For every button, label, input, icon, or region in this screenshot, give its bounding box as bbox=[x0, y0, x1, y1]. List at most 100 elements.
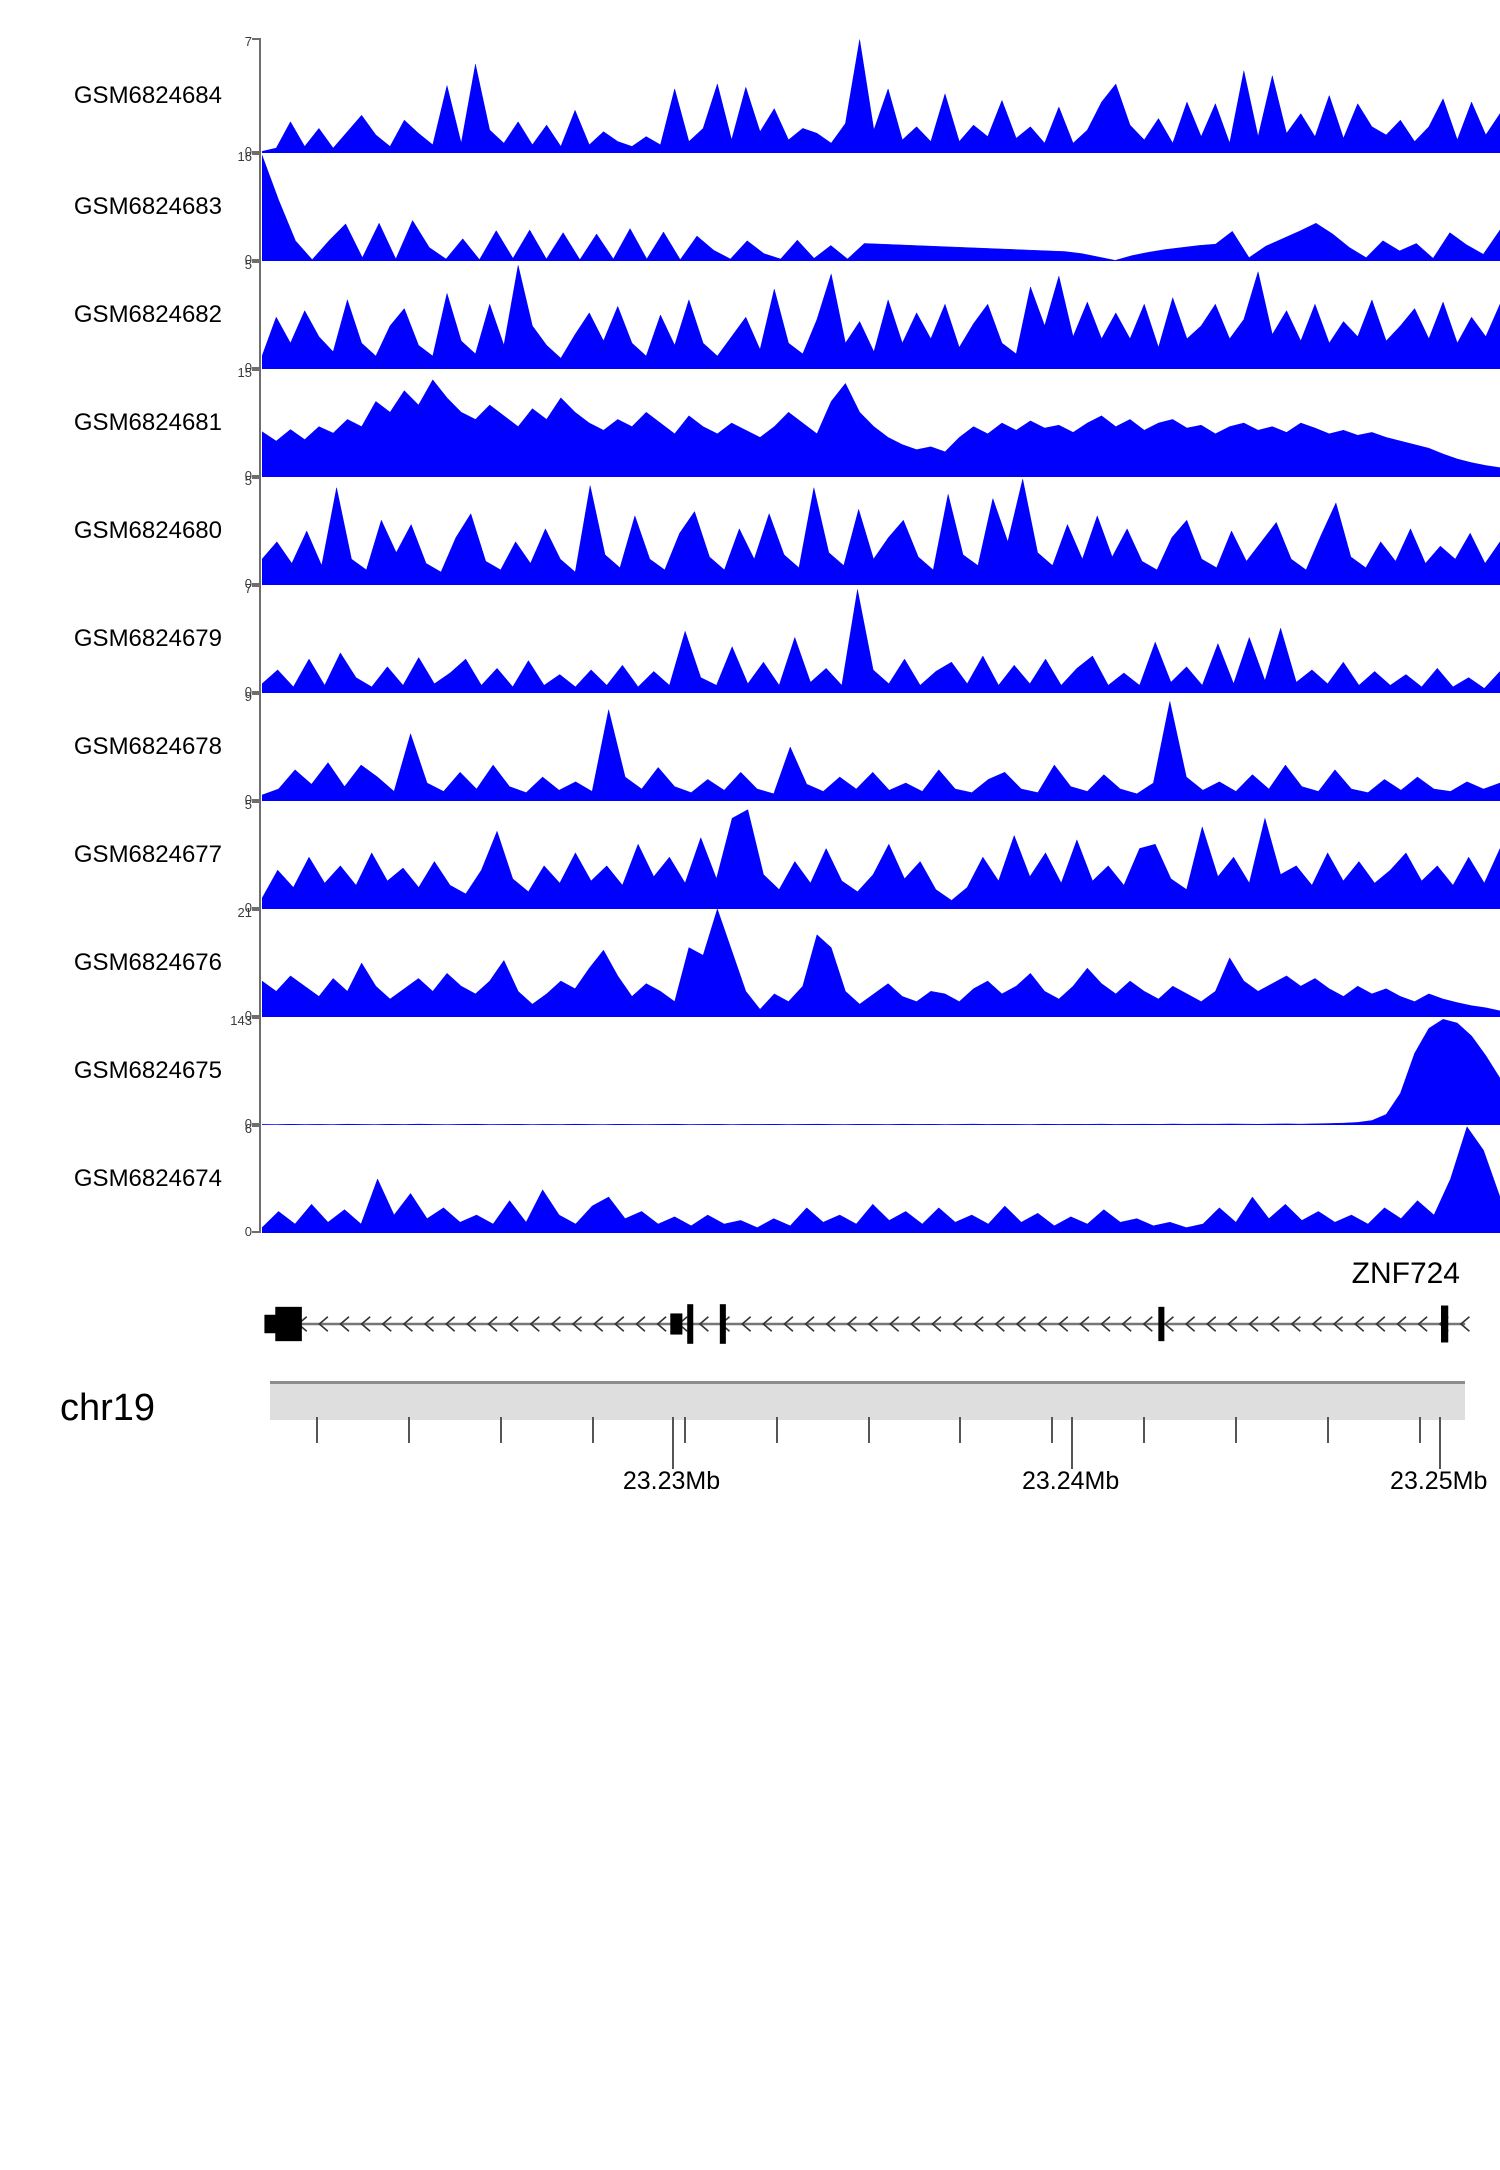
y-axis-tick-max bbox=[252, 153, 261, 155]
signal-area-path bbox=[262, 479, 1500, 585]
signal-area-path bbox=[262, 265, 1500, 369]
axis-minor-tick bbox=[867, 1417, 870, 1443]
y-axis-tick-min bbox=[252, 367, 261, 369]
signal-track: GSM6824675 143 0 bbox=[0, 1014, 1500, 1130]
y-axis-tick-max bbox=[252, 1125, 261, 1127]
signal-area-chart bbox=[262, 701, 1500, 801]
gene-strand-arrow-icon bbox=[1186, 1317, 1194, 1332]
axis-minor-tick bbox=[1051, 1417, 1054, 1443]
gene-strand-arrow-icon bbox=[1334, 1317, 1342, 1332]
signal-plot-area bbox=[262, 693, 1500, 801]
gene-strand-arrow-icon bbox=[1250, 1317, 1258, 1332]
axis-tick-label: 23.24Mb bbox=[1021, 1467, 1120, 1495]
gene-strand-arrow-icon bbox=[954, 1317, 962, 1332]
axis-minor-tick bbox=[315, 1417, 318, 1443]
gene-name-label: ZNF724 bbox=[1351, 1257, 1460, 1290]
y-axis-tick-max bbox=[252, 693, 261, 695]
gene-strand-arrow-icon bbox=[467, 1317, 475, 1332]
gene-strand-arrow-icon bbox=[827, 1317, 835, 1332]
axis-minor-tick bbox=[407, 1417, 410, 1443]
gene-strand-arrow-icon bbox=[1228, 1317, 1236, 1332]
y-axis-tick-max bbox=[252, 261, 261, 263]
gene-strand-arrow-icon bbox=[1165, 1317, 1173, 1332]
gene-strand-arrow-icon bbox=[573, 1317, 581, 1332]
track-sample-label: GSM6824683 bbox=[73, 193, 222, 220]
gene-strand-arrow-icon bbox=[1419, 1317, 1427, 1332]
signal-area-chart bbox=[262, 154, 1500, 261]
gene-strand-arrow-icon bbox=[425, 1317, 433, 1332]
y-axis-min-value: 0 bbox=[244, 468, 252, 483]
gene-strand-arrow-icon bbox=[383, 1317, 391, 1332]
gene-model-track: ZNF724 bbox=[0, 1257, 1500, 1363]
gene-strand-arrow-icon bbox=[1398, 1317, 1406, 1332]
signal-area-chart bbox=[262, 39, 1500, 153]
gene-strand-arrow-icon bbox=[932, 1317, 940, 1332]
y-axis-max-value: 7 bbox=[244, 581, 252, 596]
axis-minor-tick bbox=[1419, 1417, 1422, 1443]
gene-strand-arrow-icon bbox=[404, 1317, 412, 1332]
track-label-cell: GSM6824680 bbox=[0, 477, 230, 585]
y-axis-max-value: 6 bbox=[244, 1121, 252, 1136]
y-axis-max-value: 15 bbox=[237, 365, 252, 380]
track-label-cell: GSM6824678 bbox=[0, 693, 230, 801]
y-axis-tick-max bbox=[252, 369, 261, 371]
y-axis-tick-min bbox=[252, 475, 261, 477]
signal-area-path bbox=[262, 1019, 1500, 1125]
y-axis-max-value: 9 bbox=[244, 689, 252, 704]
signal-area-path bbox=[262, 1126, 1500, 1233]
track-sample-label: GSM6824674 bbox=[73, 1165, 222, 1192]
gene-model-diagram bbox=[264, 1304, 1470, 1344]
gene-strand-arrow-icon bbox=[1271, 1317, 1279, 1332]
gene-strand-arrow-icon bbox=[1292, 1317, 1300, 1332]
gene-strand-arrow-icon bbox=[784, 1317, 792, 1332]
y-axis-min-value: 0 bbox=[244, 1008, 252, 1023]
y-axis-max-value: 5 bbox=[244, 257, 252, 272]
signal-plot-area bbox=[262, 153, 1500, 261]
axis-major-tick bbox=[671, 1417, 674, 1469]
gene-strand-arrow-icon bbox=[1461, 1317, 1469, 1332]
gene-exon bbox=[1158, 1306, 1165, 1342]
signal-track: GSM6824684 7 0 bbox=[0, 35, 1500, 158]
signal-plot-area bbox=[262, 1017, 1500, 1125]
gene-strand-arrow-icon bbox=[489, 1317, 497, 1332]
y-axis-min-value: 0 bbox=[244, 576, 252, 591]
gene-strand-arrow-icon bbox=[636, 1317, 644, 1332]
y-axis-tick-min bbox=[252, 691, 261, 693]
y-axis-line bbox=[259, 693, 261, 801]
signal-area-chart bbox=[262, 1126, 1500, 1233]
gene-strand-arrow-icon bbox=[700, 1317, 708, 1332]
axis-minor-tick bbox=[959, 1417, 962, 1443]
gene-strand-arrow-icon bbox=[763, 1317, 771, 1332]
gene-strand-arrow-icon bbox=[806, 1317, 814, 1332]
signal-plot-area bbox=[262, 585, 1500, 693]
gene-strand-arrow-icon bbox=[341, 1317, 349, 1332]
y-axis-max-value: 21 bbox=[237, 905, 252, 920]
axis-tick-label: 23.25Mb bbox=[1390, 1467, 1488, 1495]
track-label-cell: GSM6824676 bbox=[0, 909, 230, 1017]
y-axis-line bbox=[259, 477, 261, 585]
signal-track: GSM6824680 5 0 bbox=[0, 474, 1500, 590]
track-sample-label: GSM6824681 bbox=[73, 409, 222, 436]
y-axis-min-value: 0 bbox=[244, 792, 252, 807]
y-axis-tick-max bbox=[252, 38, 261, 40]
signal-plot-area bbox=[262, 801, 1500, 909]
axis-major-tick bbox=[1438, 1417, 1441, 1469]
gene-exon bbox=[275, 1306, 302, 1342]
axis-minor-tick bbox=[1143, 1417, 1146, 1443]
signal-tracks: GSM6824684 7 0 GSM6824683 16 0 GSM6824682 5 0 GSM… bbox=[0, 35, 1500, 1238]
y-axis-tick-max bbox=[252, 585, 261, 587]
track-label-cell: GSM6824675 bbox=[0, 1017, 230, 1125]
y-axis-min-value: 0 bbox=[244, 1224, 252, 1239]
signal-area-path bbox=[262, 701, 1500, 801]
track-label-cell: GSM6824683 bbox=[0, 153, 230, 261]
ideogram-bar bbox=[270, 1381, 1465, 1420]
gene-strand-arrow-icon bbox=[510, 1317, 518, 1332]
signal-plot-area bbox=[262, 909, 1500, 1017]
y-axis-tick-min bbox=[252, 799, 261, 801]
gene-exon bbox=[670, 1313, 683, 1335]
